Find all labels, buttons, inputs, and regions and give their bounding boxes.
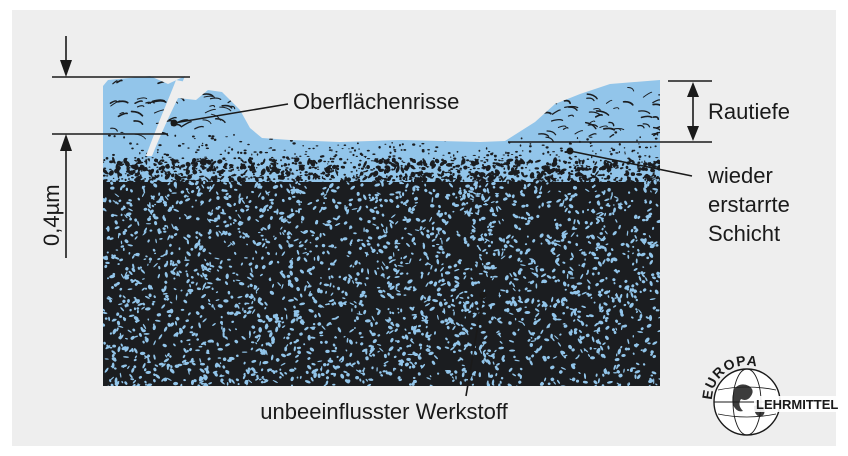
surface-cracks-leader: [170, 103, 289, 127]
recast-layer-leader: [566, 147, 693, 177]
thickness-dimension: [52, 36, 190, 258]
roughness-dimension: [508, 80, 712, 143]
surface-cracks-label: Oberflächenrisse: [293, 89, 459, 114]
europa-lehrmittel-logo: EUROPA LEHRMITTEL: [699, 352, 838, 436]
recast-layer-label-line3: Schicht: [708, 221, 780, 246]
base-material-texture: [103, 179, 660, 386]
arrow-up-icon: [687, 82, 699, 97]
recast-speckles: [103, 131, 660, 185]
recast-layer-label-line2: erstarrte: [708, 192, 790, 217]
base-material-label: unbeeinflusster Werkstoff: [260, 399, 508, 424]
thickness-label: 0,4µm: [39, 184, 64, 246]
arrow-down-icon: [60, 60, 72, 77]
roughness-depth-label: Rautiefe: [708, 99, 790, 124]
base-material-leader: [465, 291, 487, 397]
arrow-up-icon: [60, 134, 72, 151]
recast-layer-label-line1: wieder: [707, 163, 773, 188]
arrow-down-icon: [687, 126, 699, 141]
logo-text-lehrmittel: LEHRMITTEL: [756, 397, 838, 412]
surface-crack: [146, 80, 186, 156]
